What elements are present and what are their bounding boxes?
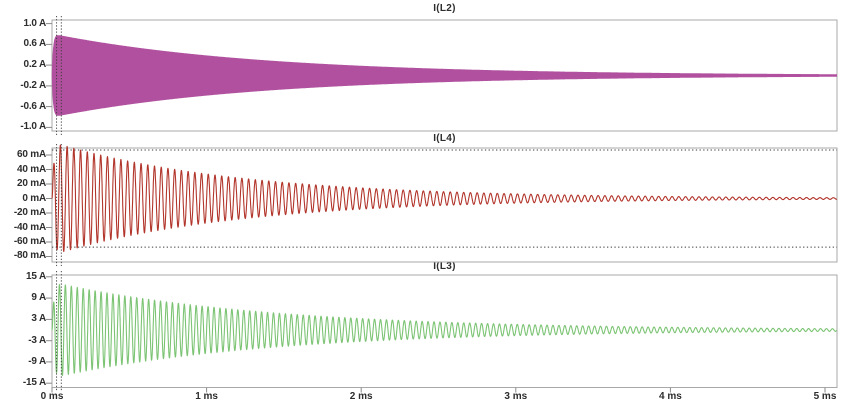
x-tick-label: 4 ms	[658, 391, 682, 402]
waveform-il3	[51, 284, 838, 377]
y-tick-label: 3 A	[31, 313, 46, 325]
y-tick-label: 0 mA	[22, 192, 46, 204]
y-tick-label: 15 A	[26, 270, 46, 282]
x-tick-label: 2 ms	[349, 391, 373, 402]
y-tick-label: -1.0 A	[20, 121, 46, 133]
y-tick-label: -80 mA	[13, 250, 46, 262]
y-tick-label: 0.2 A	[23, 59, 46, 71]
y-tick-label: -0.6 A	[20, 100, 46, 112]
y-tick-label: 40 mA	[16, 163, 46, 175]
y-tick-label: 60 mA	[16, 149, 46, 161]
x-tick-label: 3 ms	[504, 391, 528, 402]
y-tick-label: -40 mA	[13, 221, 46, 233]
panel-border-il4	[51, 147, 838, 263]
y-tick-label: -15 A	[22, 377, 46, 389]
trace-title-il2: I(L2)	[433, 3, 456, 14]
x-tick-label: 0 ms	[40, 391, 64, 402]
y-tick-label: 1.0 A	[23, 17, 46, 29]
trace-title-il3: I(L3)	[433, 261, 456, 272]
y-tick-label: -0.2 A	[20, 79, 46, 91]
y-tick-label: -20 mA	[13, 207, 46, 218]
trace-title-il4: I(L4)	[433, 133, 456, 144]
x-tick-label: 5 ms	[813, 391, 837, 402]
y-tick-label: 9 A	[31, 292, 46, 304]
x-tick-label: 1 ms	[195, 391, 218, 402]
y-tick-label: -9 A	[28, 355, 46, 367]
y-tick-label: -60 mA	[13, 235, 46, 247]
panel-border-il3	[51, 274, 838, 388]
waveform-il4	[51, 144, 838, 253]
y-tick-label: -3 A	[28, 334, 46, 346]
y-tick-label: 20 mA	[16, 178, 46, 190]
y-tick-label: 0.6 A	[23, 38, 46, 50]
waveform-il2	[51, 35, 838, 116]
